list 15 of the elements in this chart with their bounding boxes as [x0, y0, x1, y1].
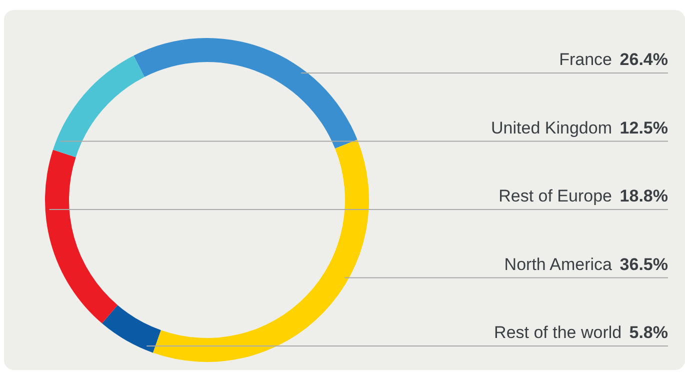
donut-slice	[152, 140, 369, 362]
slice-label: France	[559, 50, 612, 69]
data-label: 36.5%	[620, 254, 668, 274]
data-label: 12.5%	[620, 118, 668, 138]
donut-slice	[102, 305, 161, 353]
slice-label: Rest of Europe	[498, 186, 612, 206]
slice-label: Rest of the world	[494, 323, 622, 342]
data-label: 5.8%	[629, 323, 668, 342]
donut-slice	[45, 150, 118, 324]
slice-label: United Kingdom	[491, 118, 612, 138]
data-label: 26.4%	[620, 50, 668, 69]
donut-slice	[52, 56, 144, 158]
donut-slice	[134, 38, 358, 149]
slice-label: North America	[504, 254, 613, 274]
data-label: 18.8%	[620, 186, 668, 206]
